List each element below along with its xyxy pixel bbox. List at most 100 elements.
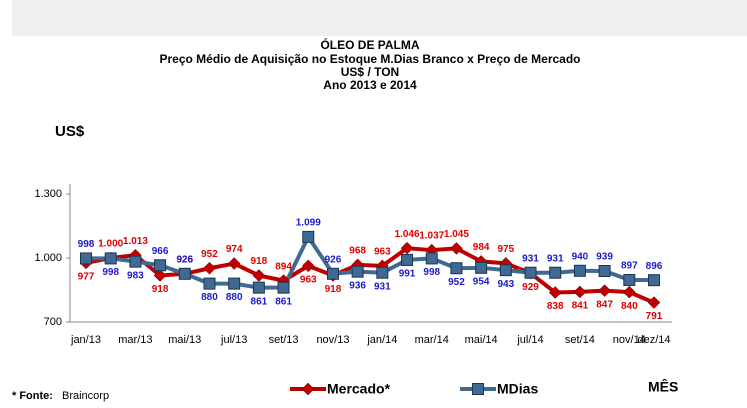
data-label: 1.045 — [444, 229, 469, 240]
point — [623, 273, 636, 286]
data-label: 838 — [547, 301, 564, 312]
data-label: 791 — [646, 311, 663, 322]
point — [648, 274, 660, 287]
data-label: 963 — [300, 275, 317, 286]
data-label: 926 — [176, 254, 193, 265]
x-tick-label: mar/13 — [118, 334, 152, 346]
point — [277, 281, 290, 294]
data-label: 998 — [102, 267, 119, 278]
y-tick-label: 700 — [44, 316, 62, 328]
x-tick-label: set/13 — [269, 334, 299, 346]
point — [227, 257, 241, 270]
data-label: 984 — [473, 242, 490, 253]
data-label: 952 — [448, 277, 465, 288]
data-label: 966 — [152, 246, 169, 257]
point — [178, 267, 191, 280]
data-label: 939 — [596, 252, 613, 263]
data-label: 931 — [547, 253, 564, 264]
point — [228, 277, 241, 290]
point — [573, 264, 586, 277]
data-label: 1.099 — [296, 218, 321, 229]
series-line — [85, 246, 655, 305]
data-label: 974 — [226, 244, 243, 255]
point — [104, 252, 117, 265]
x-tick-label: jan/13 — [70, 334, 101, 346]
x-tick-label: jul/14 — [516, 334, 543, 346]
data-label: 894 — [275, 261, 292, 272]
top-band — [12, 0, 747, 36]
x-tick-label: mai/13 — [168, 334, 201, 346]
data-label: 896 — [646, 261, 663, 272]
data-label: 926 — [176, 254, 193, 265]
title: Preço Médio de Aquisição no Estoque M.Di… — [160, 52, 581, 66]
title: Ano 2013 e 2014 — [323, 78, 417, 92]
point — [499, 264, 512, 277]
data-label: 954 — [473, 276, 490, 287]
data-label: 861 — [251, 296, 268, 307]
y-tick-label: 1.000 — [34, 252, 62, 264]
point — [450, 262, 463, 275]
data-label: 931 — [374, 281, 391, 292]
data-label: 861 — [275, 296, 292, 307]
point — [129, 255, 142, 268]
data-label: 897 — [621, 261, 638, 272]
x-tick-label: nov/13 — [316, 334, 349, 346]
data-label: 880 — [201, 292, 218, 303]
data-label: 998 — [78, 239, 95, 250]
point — [598, 265, 611, 278]
data-label: 998 — [423, 267, 440, 278]
point — [301, 259, 315, 273]
title: ÓLEO DE PALMA — [320, 37, 419, 52]
source: Braincorp — [62, 390, 109, 402]
data-label: 991 — [399, 269, 416, 280]
legend-marker — [472, 383, 484, 395]
point — [598, 284, 611, 297]
title: US$ / TON — [341, 65, 399, 79]
data-label: 1.000 — [98, 239, 123, 250]
point — [475, 261, 488, 274]
data-label: 918 — [251, 256, 268, 267]
data-label: 931 — [522, 253, 539, 264]
data-label: 840 — [621, 301, 638, 312]
point — [252, 269, 266, 282]
data-label: 975 — [497, 244, 514, 255]
point — [203, 261, 216, 275]
point — [80, 252, 92, 265]
data-label: 936 — [349, 280, 366, 291]
point — [401, 253, 414, 266]
point — [252, 281, 265, 294]
data-label: 963 — [374, 247, 391, 258]
point — [351, 265, 364, 278]
point — [376, 266, 389, 279]
data-label: 926 — [325, 254, 342, 265]
data-label: 918 — [325, 284, 342, 295]
data-label: 983 — [127, 270, 144, 281]
data-label: 880 — [226, 292, 243, 303]
data-label: 918 — [152, 284, 169, 295]
series-line — [86, 234, 655, 290]
data-label: 847 — [596, 299, 613, 310]
point — [203, 277, 216, 290]
data-label: 968 — [349, 245, 366, 256]
point — [154, 259, 167, 272]
data-label: 1.013 — [123, 236, 148, 247]
source-prefix: * Fonte: — [12, 390, 53, 402]
data-label: 929 — [522, 282, 539, 293]
point — [622, 285, 636, 299]
legend-marker — [301, 382, 315, 396]
data-label: 940 — [572, 251, 589, 262]
x-tick-label: set/14 — [565, 334, 595, 346]
x-tick-label: mai/14 — [465, 334, 498, 346]
legend-label: Mercado* — [327, 381, 391, 397]
x-tick-label: jan/14 — [366, 334, 397, 346]
point — [302, 230, 315, 243]
x-tick-label: jul/13 — [220, 334, 247, 346]
x-tick-label: dez/14 — [637, 334, 670, 346]
y-tick-label: 1.300 — [34, 188, 62, 200]
data-label: 977 — [78, 272, 95, 283]
point — [548, 286, 562, 299]
data-label: 841 — [572, 301, 589, 312]
data-label: 1.037 — [419, 231, 444, 242]
data-label: 952 — [201, 249, 218, 260]
data-label: 943 — [497, 279, 514, 290]
